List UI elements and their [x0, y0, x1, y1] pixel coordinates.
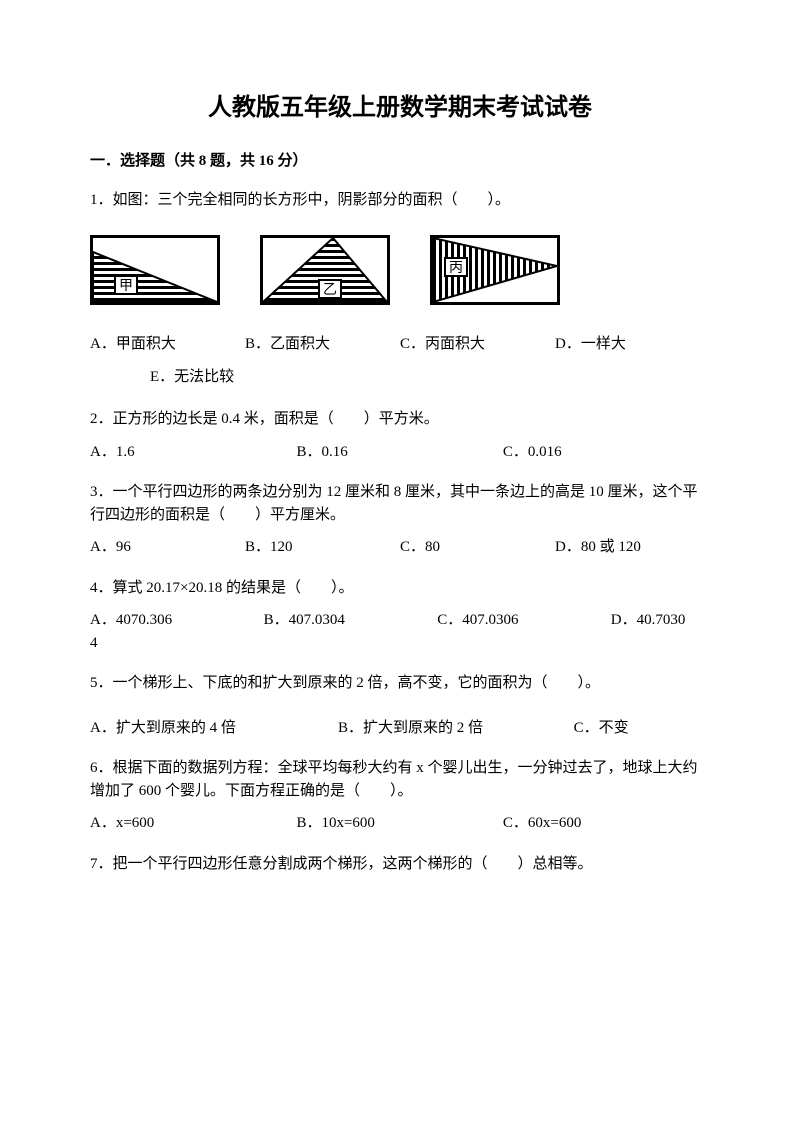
q3-opt-b: B．120: [245, 536, 400, 559]
q4-options: A．4070.306 B．407.0304 C．407.0306 D．40.70…: [90, 609, 710, 654]
q1-figure-yi: 乙: [260, 235, 390, 305]
q6-opt-c: C．60x=600: [503, 812, 709, 835]
q3-options: A．96 B．120 C．80 D．80 或 120: [90, 536, 710, 559]
q4-opt-a: A．4070.306: [90, 609, 264, 632]
question-2: 2．正方形的边长是 0.4 米，面积是（ ）平方米。 A．1.6 B．0.16 …: [90, 408, 710, 463]
q6-opt-b: B．10x=600: [296, 812, 502, 835]
q1-opt-c: C．丙面积大: [400, 333, 555, 356]
q2-opt-a: A．1.6: [90, 441, 296, 464]
q6-options: A．x=600 B．10x=600 C．60x=600: [90, 812, 710, 835]
q4-opt-c: C．407.0306: [437, 609, 611, 632]
q2-opt-b: B．0.16: [296, 441, 502, 464]
q5-opt-c: C．不变: [574, 717, 710, 740]
q5-options: A．扩大到原来的 4 倍 B．扩大到原来的 2 倍 C．不变: [90, 717, 710, 740]
q6-text: 6．根据下面的数据列方程：全球平均每秒大约有 x 个婴儿出生，一分钟过去了，地球…: [90, 757, 710, 802]
q2-opt-c: C．0.016: [503, 441, 709, 464]
fig-label-jia: 甲: [119, 279, 133, 294]
q3-opt-a: A．96: [90, 536, 245, 559]
question-7: 7．把一个平行四边形任意分割成两个梯形，这两个梯形的（ ）总相等。: [90, 853, 710, 876]
q3-opt-c: C．80: [400, 536, 555, 559]
q6-opt-a: A．x=600: [90, 812, 296, 835]
q1-options: A．甲面积大 B．乙面积大 C．丙面积大 D．一样大: [90, 333, 710, 356]
q3-text: 3．一个平行四边形的两条边分别为 12 厘米和 8 厘米，其中一条边上的高是 1…: [90, 481, 710, 526]
question-6: 6．根据下面的数据列方程：全球平均每秒大约有 x 个婴儿出生，一分钟过去了，地球…: [90, 757, 710, 835]
q4-opt-d: D．40.7030: [611, 609, 710, 632]
question-1: 1．如图：三个完全相同的长方形中，阴影部分的面积（ ）。 甲: [90, 189, 710, 389]
q4-opt-d-tail: 4: [90, 632, 710, 655]
q1-figure-bing: 丙: [430, 235, 560, 305]
q1-figure-jia: 甲: [90, 235, 220, 305]
q1-opt-b: B．乙面积大: [245, 333, 400, 356]
question-5: 5．一个梯形上、下底的和扩大到原来的 2 倍，高不变，它的面积为（ ）。 A．扩…: [90, 672, 710, 739]
q5-opt-b: B．扩大到原来的 2 倍: [338, 717, 574, 740]
q1-text: 1．如图：三个完全相同的长方形中，阴影部分的面积（ ）。: [90, 189, 710, 212]
q4-text: 4．算式 20.17×20.18 的结果是（ ）。: [90, 577, 710, 600]
page-title: 人教版五年级上册数学期末考试试卷: [90, 90, 710, 126]
q5-text: 5．一个梯形上、下底的和扩大到原来的 2 倍，高不变，它的面积为（ ）。: [90, 672, 710, 695]
question-4: 4．算式 20.17×20.18 的结果是（ ）。 A．4070.306 B．4…: [90, 577, 710, 655]
fig-label-bing: 丙: [449, 261, 463, 276]
q2-options: A．1.6 B．0.16 C．0.016: [90, 441, 710, 464]
q7-text: 7．把一个平行四边形任意分割成两个梯形，这两个梯形的（ ）总相等。: [90, 853, 710, 876]
section-1-header: 一．选择题（共 8 题，共 16 分）: [90, 150, 710, 173]
q4-opt-b: B．407.0304: [264, 609, 438, 632]
question-3: 3．一个平行四边形的两条边分别为 12 厘米和 8 厘米，其中一条边上的高是 1…: [90, 481, 710, 559]
q1-opt-a: A．甲面积大: [90, 333, 245, 356]
q1-figures: 甲 乙 丙: [90, 235, 710, 305]
q3-opt-d: D．80 或 120: [555, 536, 710, 559]
q1-opt-e: E．无法比较: [90, 366, 710, 389]
q5-opt-a: A．扩大到原来的 4 倍: [90, 717, 338, 740]
q2-text: 2．正方形的边长是 0.4 米，面积是（ ）平方米。: [90, 408, 710, 431]
q1-opt-d: D．一样大: [555, 333, 710, 356]
fig-label-yi: 乙: [323, 282, 337, 298]
